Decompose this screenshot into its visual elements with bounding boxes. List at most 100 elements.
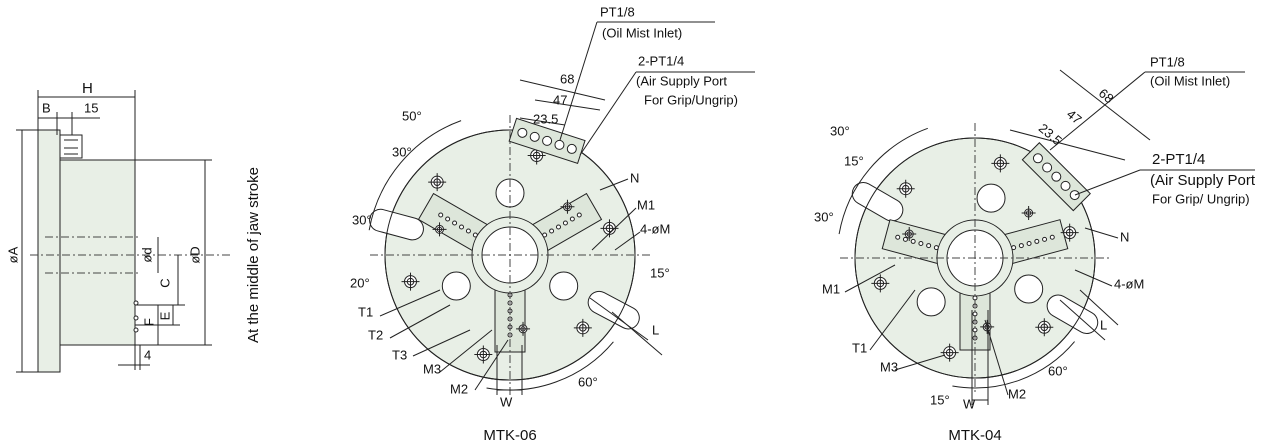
callout: M3 [880,359,898,374]
port [134,316,138,320]
jaw-hole [927,244,931,248]
callout: M2 [1008,386,1026,401]
port [1070,191,1079,200]
callout: 4-øM [1114,276,1144,291]
callout: T3 [392,347,407,362]
model-title: MTK-06 [483,427,536,444]
leader-line [1060,70,1150,140]
pocket [550,272,578,300]
note: At the middle of jaw stroke [245,167,262,343]
port [134,328,138,332]
angle: 15° [930,392,950,407]
port [1043,163,1052,172]
jaw-hole [903,237,907,241]
port [555,140,564,149]
port [518,128,527,137]
port [530,132,539,141]
port [134,301,138,305]
dimension: 68 [560,71,574,86]
angle: 60° [578,374,598,389]
callout: 4-øM [640,221,670,236]
angle: 30° [814,209,834,224]
label: H [82,80,93,97]
jaw-hole [1043,237,1047,241]
pocket [442,272,470,300]
jaw-hole [446,217,450,221]
port [567,144,576,153]
angle: 30° [830,123,850,138]
angle: 15° [650,265,670,280]
callout: PT1/8 [1150,54,1185,69]
port [543,136,552,145]
callout: For Grip/Ungrip) [644,92,738,107]
dimension: 47 [553,92,567,107]
label: øA [5,246,20,263]
drawing-sheet: H B 15 øA ød C E F øD At the middle of j… [0,0,1264,446]
angle: 30° [352,212,372,227]
label: B [42,100,51,115]
jaw-hole [577,213,581,217]
jaw-hole [911,239,915,243]
angle: 50° [402,108,422,123]
jaw-hole [439,213,443,217]
callout: N [1120,229,1129,244]
callout: M1 [637,197,655,212]
dimension: L [1100,317,1107,332]
jaw-hole [1027,242,1031,246]
label: øD [187,246,202,263]
dimension: 23.5 [533,111,558,126]
port [1061,181,1070,190]
label: 4 [144,347,151,362]
leader-line [535,100,600,110]
callout: N [630,170,639,185]
jaw-outline [60,135,82,158]
jaw-hole [556,225,560,229]
callout: M1 [822,281,840,296]
label: E [157,311,172,320]
callout: M2 [450,381,468,396]
callout: (Oil Mist Inlet) [1150,73,1230,88]
jaw-hole [466,229,470,233]
jaw-hole [563,221,567,225]
callout: (Air Supply Port [1150,172,1256,189]
jaw-lines [64,140,78,154]
leader-line [580,72,636,155]
callout: PT1/8 [600,4,635,19]
port [1033,154,1042,163]
angle: 60° [1048,363,1068,378]
jaw-hole [1050,235,1054,239]
angle: 15° [844,153,864,168]
dimension: 68 [1096,85,1117,106]
callout: For Grip/ Ungrip) [1152,191,1250,206]
jaw-hole [1019,244,1023,248]
label: ød [139,247,154,262]
callout: 2-PT1/4 [638,53,684,68]
leader-line [1050,72,1145,150]
callout: M3 [423,361,441,376]
dimension: W [963,396,976,411]
dimension: W [500,394,513,409]
callout: T2 [368,327,383,342]
dimension: L [652,322,659,337]
jaw-hole [570,217,574,221]
pocket [977,184,1005,212]
angle: 30° [392,144,412,159]
pocket [917,288,945,316]
callout: T1 [358,304,373,319]
label: 15 [84,100,98,115]
leader-line [1075,170,1140,195]
angle: 20° [350,275,370,290]
callout: (Oil Mist Inlet) [602,25,682,40]
plate [38,130,60,372]
jaw-hole [919,242,923,246]
jaw-hole [1035,239,1039,243]
callout: T1 [852,340,867,355]
label: F [141,318,156,326]
model-title: MTK-04 [948,427,1001,444]
port [1052,172,1061,181]
jaw-hole [896,235,900,239]
body [60,160,135,345]
jaw-hole [460,225,464,229]
label: C [157,278,172,287]
pocket [1015,275,1043,303]
